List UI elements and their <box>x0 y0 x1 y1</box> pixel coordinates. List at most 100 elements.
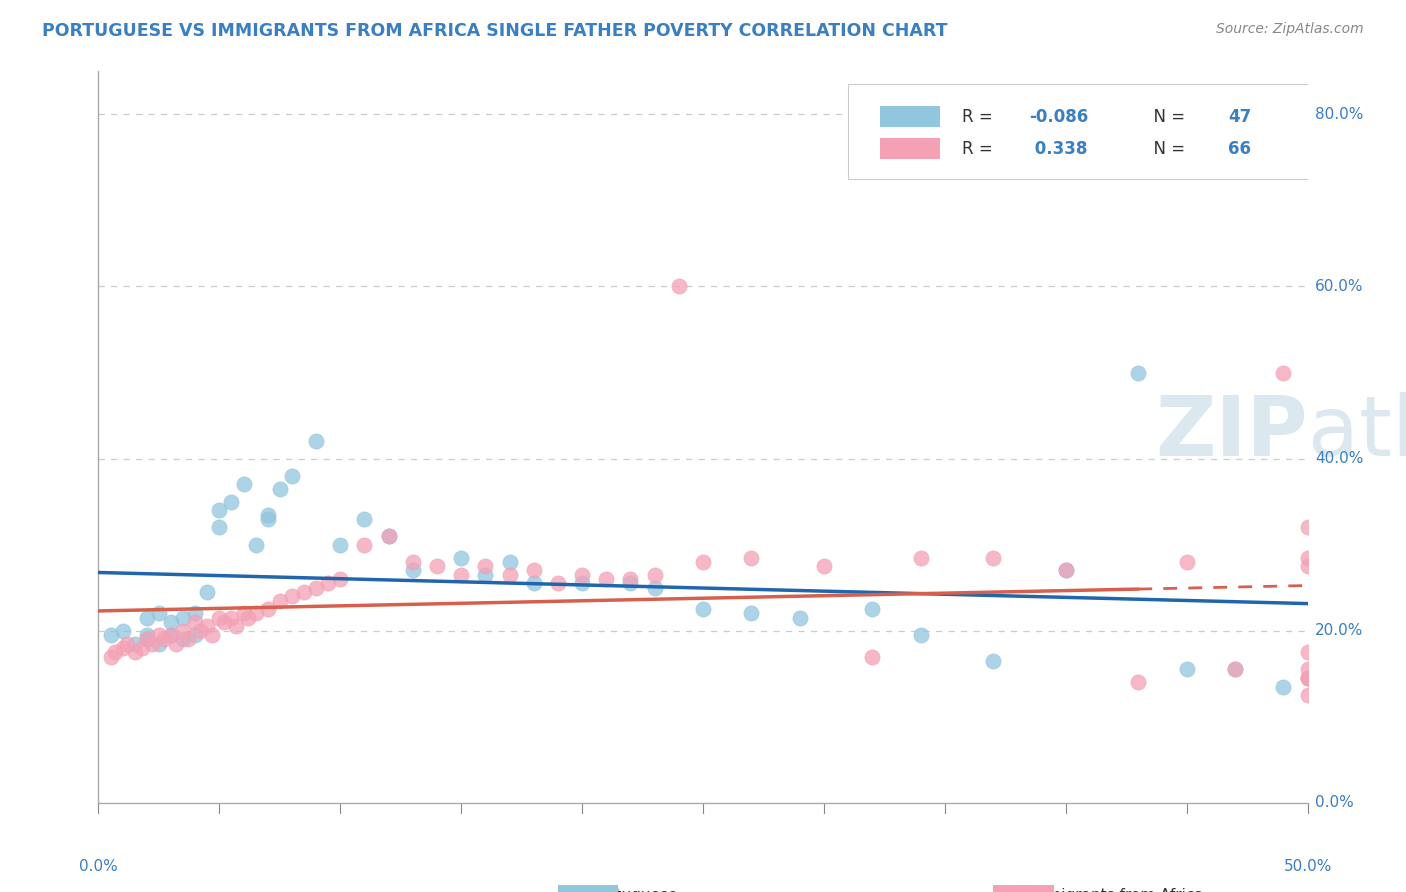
Point <box>238 611 260 625</box>
Point <box>860 649 883 664</box>
Point <box>305 434 328 449</box>
Point <box>329 572 352 586</box>
Text: 50.0%: 50.0% <box>1284 859 1331 874</box>
Point <box>1296 520 1319 534</box>
Point <box>165 637 187 651</box>
Point <box>160 628 183 642</box>
Point <box>111 640 134 655</box>
Point <box>172 624 194 638</box>
Text: 60.0%: 60.0% <box>1315 279 1364 294</box>
Point <box>100 628 122 642</box>
Point <box>813 559 835 574</box>
Point <box>1054 564 1077 578</box>
Point <box>316 576 339 591</box>
Point <box>860 602 883 616</box>
Point <box>1128 675 1150 690</box>
Point <box>668 279 690 293</box>
Point <box>474 559 496 574</box>
Text: 40.0%: 40.0% <box>1315 451 1364 467</box>
Point <box>910 550 932 565</box>
Point <box>619 572 641 586</box>
Point <box>104 645 127 659</box>
Point <box>208 520 231 534</box>
Text: R =: R = <box>962 140 998 158</box>
Point <box>232 477 254 491</box>
Point <box>353 512 375 526</box>
Point <box>595 572 617 586</box>
Point <box>221 611 243 625</box>
Text: 0.0%: 0.0% <box>1315 796 1354 810</box>
Point <box>256 602 278 616</box>
Point <box>160 628 183 642</box>
Point <box>377 529 399 543</box>
Point <box>184 628 207 642</box>
Point <box>1272 366 1295 380</box>
Point <box>571 567 593 582</box>
Point <box>644 581 666 595</box>
Point <box>131 640 153 655</box>
Point <box>148 607 170 621</box>
Point <box>184 615 207 629</box>
Text: R =: R = <box>962 108 998 126</box>
Text: atlas: atlas <box>1308 392 1406 474</box>
Point <box>740 607 762 621</box>
Point <box>450 567 472 582</box>
Point <box>172 611 194 625</box>
Text: Portuguese: Portuguese <box>592 888 678 892</box>
Point <box>148 628 170 642</box>
Point <box>1272 680 1295 694</box>
Point <box>450 550 472 565</box>
Point <box>789 611 811 625</box>
Point <box>269 482 291 496</box>
Point <box>1296 550 1319 565</box>
Point <box>547 576 569 591</box>
Point <box>1223 662 1246 676</box>
Point <box>523 576 546 591</box>
Point <box>474 567 496 582</box>
Text: 0.338: 0.338 <box>1029 140 1088 158</box>
Point <box>619 576 641 591</box>
Point <box>152 632 174 647</box>
Text: Source: ZipAtlas.com: Source: ZipAtlas.com <box>1216 22 1364 37</box>
Point <box>1296 645 1319 659</box>
Point <box>232 607 254 621</box>
Point <box>177 632 200 647</box>
FancyBboxPatch shape <box>848 84 1331 179</box>
Text: -0.086: -0.086 <box>1029 108 1088 126</box>
Point <box>135 628 157 642</box>
Point <box>692 555 714 569</box>
Point <box>981 550 1004 565</box>
Text: 20.0%: 20.0% <box>1315 624 1364 638</box>
Point <box>281 589 304 603</box>
Point <box>225 619 247 633</box>
Point <box>305 581 328 595</box>
Point <box>523 564 546 578</box>
Point <box>402 555 425 569</box>
Point <box>135 632 157 647</box>
Point <box>221 494 243 508</box>
Point <box>402 564 425 578</box>
Point <box>644 567 666 582</box>
Point <box>1054 564 1077 578</box>
Point <box>201 628 224 642</box>
Point <box>1223 662 1246 676</box>
Text: 80.0%: 80.0% <box>1315 107 1364 122</box>
Point <box>1296 688 1319 702</box>
Point <box>195 585 218 599</box>
Point <box>1296 671 1319 685</box>
Point <box>256 508 278 522</box>
Point <box>195 619 218 633</box>
Point <box>498 567 520 582</box>
Point <box>208 611 231 625</box>
Point <box>256 512 278 526</box>
Text: ZIP: ZIP <box>1156 392 1308 474</box>
Point <box>188 624 211 638</box>
Point <box>981 654 1004 668</box>
Point <box>692 602 714 616</box>
Text: Immigrants from Africa: Immigrants from Africa <box>1026 888 1204 892</box>
Point <box>1296 559 1319 574</box>
Point <box>1296 671 1319 685</box>
Text: N =: N = <box>1143 140 1191 158</box>
Point <box>269 593 291 607</box>
Point <box>208 503 231 517</box>
